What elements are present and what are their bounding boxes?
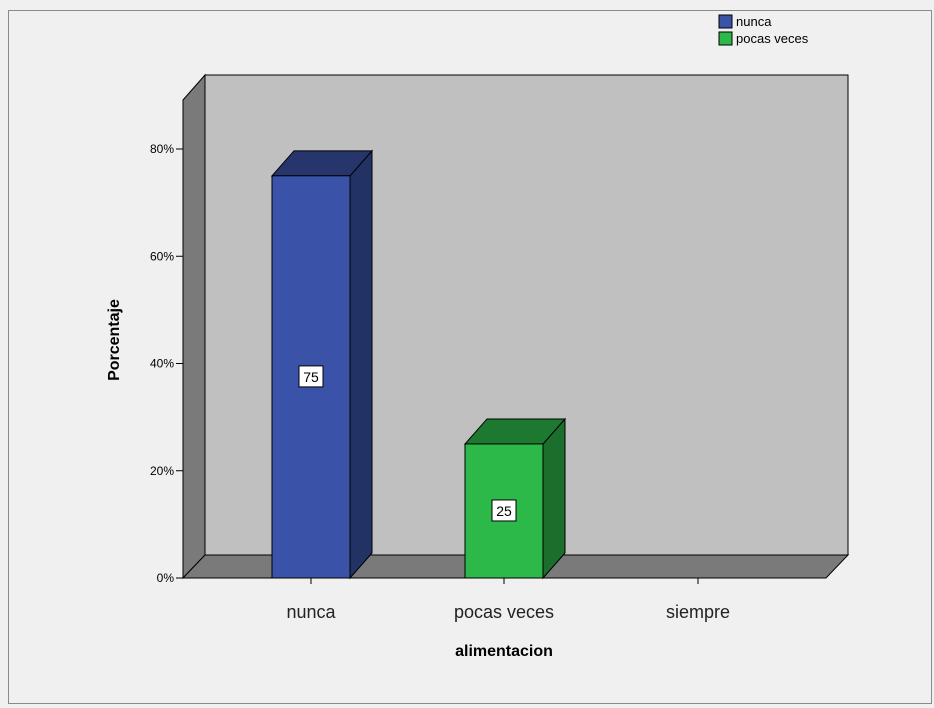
plot-side-wall [182, 73, 206, 580]
y-axis-ticks: 0% 20% 40% 60% 80% [150, 142, 183, 585]
y-tick-label: 0% [157, 571, 175, 585]
legend-label: pocas veces [736, 31, 809, 46]
x-axis-ticks: nunca pocas veces siempre [286, 578, 730, 622]
y-tick-label: 20% [150, 464, 174, 478]
legend-swatch [718, 31, 733, 46]
data-label-box [298, 365, 324, 388]
bar-side [542, 417, 566, 580]
x-tick-label: nunca [286, 602, 336, 622]
data-label: 75 [303, 369, 319, 385]
y-tick-label: 80% [150, 142, 174, 156]
legend: nunca pocas veces [718, 14, 809, 46]
data-label-box [491, 499, 517, 522]
x-axis-label: alimentacion [455, 643, 553, 660]
legend-swatch [718, 14, 733, 29]
bars: 75 25 [270, 149, 567, 580]
x-tick-label: siempre [666, 602, 730, 622]
y-tick-label: 40% [150, 357, 174, 371]
bar-side [349, 149, 373, 580]
y-tick-label: 60% [150, 249, 174, 263]
bar-nunca: 75 [270, 149, 374, 580]
x-tick-label: pocas veces [454, 602, 554, 622]
data-label: 25 [496, 503, 512, 519]
legend-label: nunca [736, 14, 772, 29]
y-axis-label: Porcentaje [106, 299, 123, 381]
bar-pocas-veces: 25 [463, 417, 567, 580]
